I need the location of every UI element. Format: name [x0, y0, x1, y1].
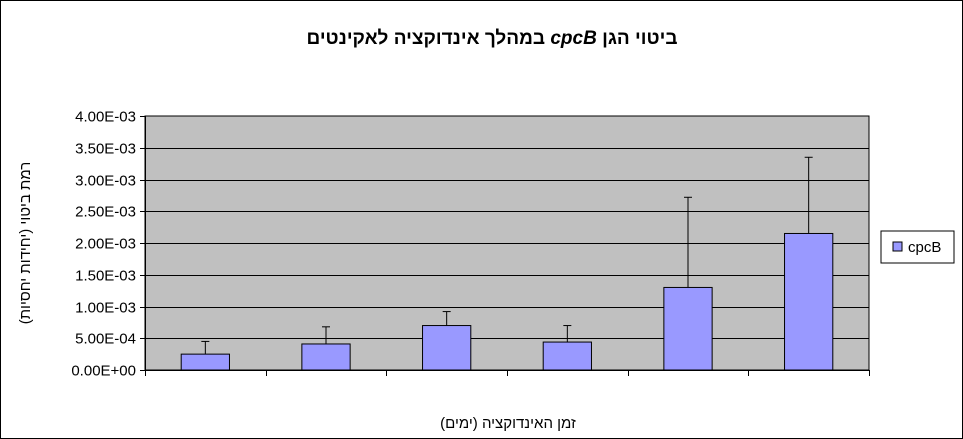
y-axis-label: רמת ביטוי (יחידות יחסיות): [17, 162, 34, 325]
bar: [542, 341, 592, 371]
y-tick-label: 2.50E-03: [75, 204, 136, 221]
chart-title: ביטוי הגן cpcB במהלך אינדוקציה לאקינטים: [307, 28, 678, 49]
bars: [180, 156, 834, 371]
y-tick-label: 0.00E+00: [71, 363, 136, 380]
legend: cpcB: [880, 230, 955, 264]
y-tick-label: 3.00E-03: [75, 173, 136, 190]
y-axis: 0.00E+00 5.00E-04 1.00E-03 1.50E-03 2.00E-03…: [71, 109, 146, 380]
legend-swatch: [892, 241, 903, 252]
y-tick-label: 4.00E-03: [75, 109, 136, 126]
y-tick-label: 2.00E-03: [75, 236, 136, 253]
y-tick-label: 1.50E-03: [75, 268, 136, 285]
gridlines: [145, 148, 869, 339]
x-axis-label: זמן האינדוקציה (ימים): [440, 415, 576, 432]
legend-label: cpcB: [908, 239, 941, 256]
bar: [301, 343, 351, 371]
y-tick-label: 3.50E-03: [75, 141, 136, 158]
y-tick-label: 5.00E-04: [75, 331, 136, 348]
bar: [663, 286, 713, 371]
y-tick-label: 1.00E-03: [75, 300, 136, 317]
bar: [180, 353, 230, 371]
bar: [784, 232, 834, 371]
x-axis: [145, 370, 870, 376]
bar: [422, 325, 472, 371]
